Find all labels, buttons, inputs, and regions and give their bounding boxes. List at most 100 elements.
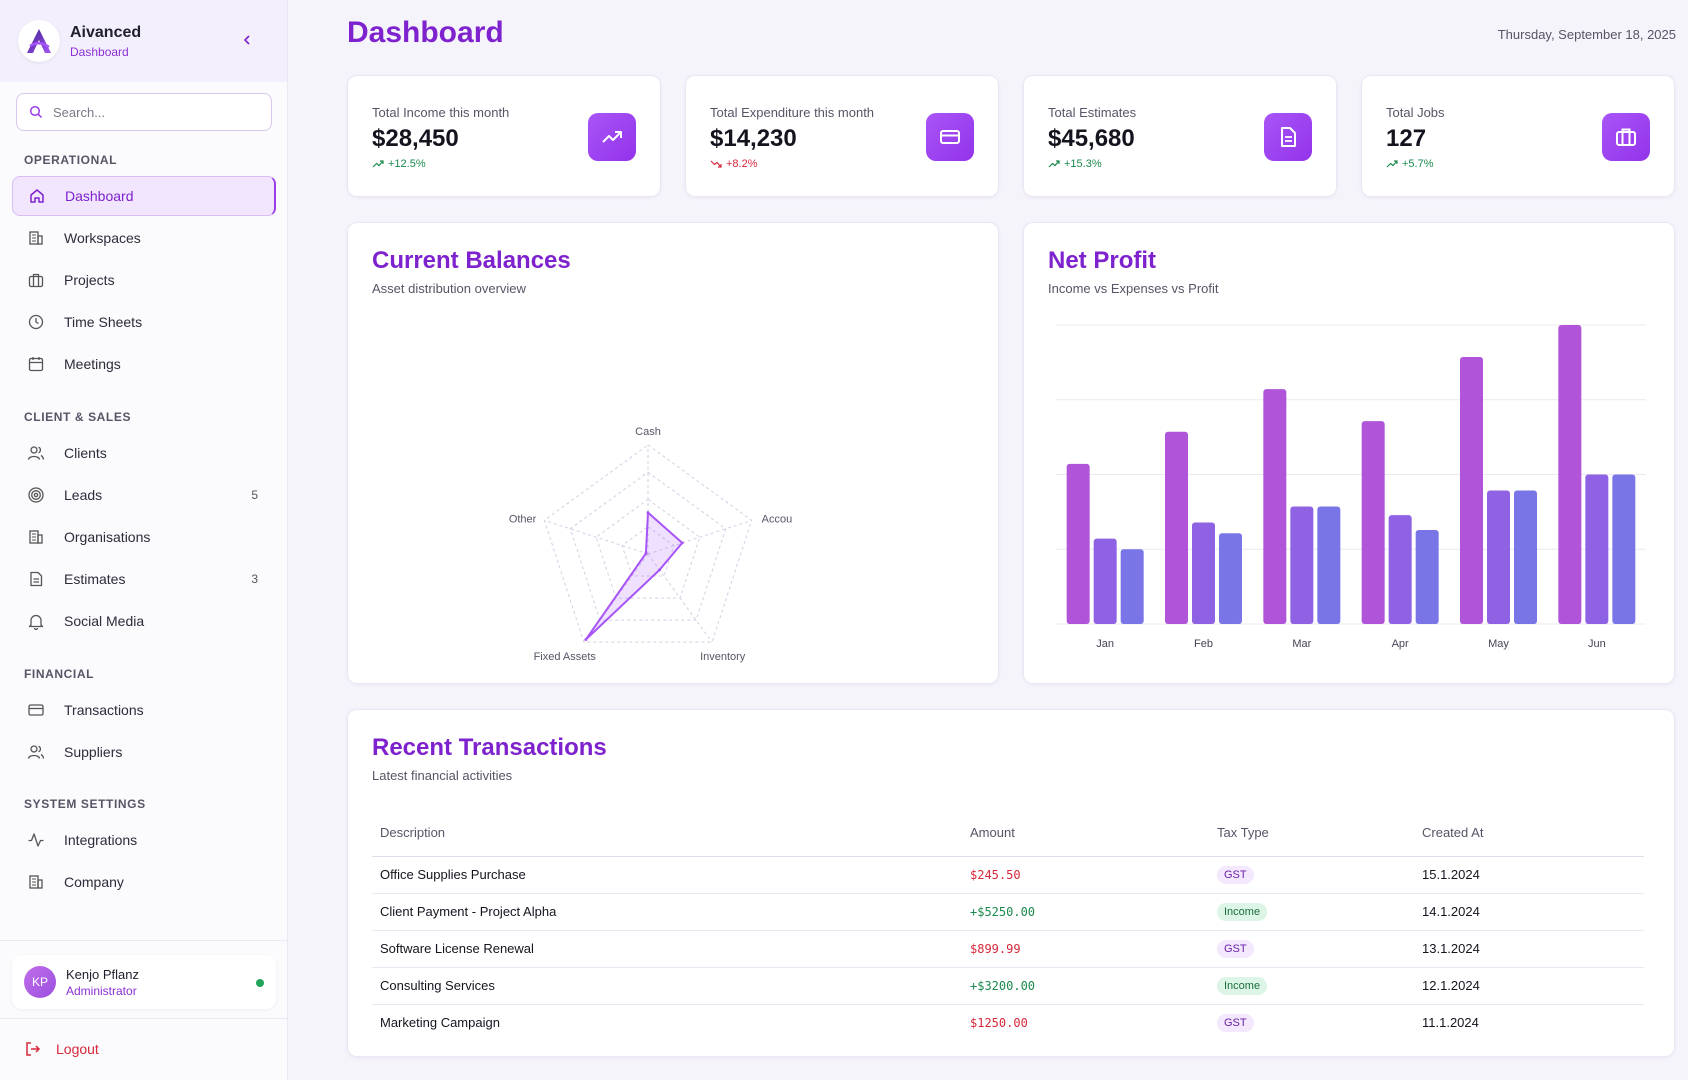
panel-subtitle: Income vs Expenses vs Profit <box>1048 281 1219 296</box>
document-icon <box>26 569 46 589</box>
table-row[interactable]: Client Payment - Project Alpha +$5250.00 I… <box>372 893 1644 931</box>
stat-label: Total Expenditure this month <box>710 105 875 120</box>
sidebar-item-leads[interactable]: Leads 5 <box>12 475 276 515</box>
transaction-description: Client Payment - Project Alpha <box>372 893 962 931</box>
x-axis-tick-label: Mar <box>1292 638 1311 650</box>
sidebar-item-workspaces[interactable]: Workspaces <box>12 218 276 258</box>
stat-change-value: +5.7% <box>1402 158 1434 170</box>
sidebar-item-transactions[interactable]: Transactions <box>12 690 276 730</box>
trend-up-icon <box>1386 160 1398 168</box>
sidebar-item-company[interactable]: Company <box>12 862 276 902</box>
brand-logo <box>18 20 60 62</box>
bar-expenses[interactable] <box>1290 506 1314 624</box>
sidebar-item-estimates[interactable]: Estimates 3 <box>12 559 276 599</box>
sidebar-item-integrations[interactable]: Integrations <box>12 820 276 860</box>
column-header-amount[interactable]: Amount <box>962 810 1209 857</box>
bar-income[interactable] <box>1361 421 1385 624</box>
transaction-description: Consulting Services <box>372 967 962 1005</box>
sidebar-item-label: Meetings <box>64 356 121 372</box>
current-balances-panel: Current Balances Asset distribution over… <box>347 222 999 684</box>
sidebar-item-suppliers[interactable]: Suppliers <box>12 732 276 772</box>
transaction-date: 13.1.2024 <box>1414 930 1644 968</box>
sidebar-item-organisations[interactable]: Organisations <box>12 517 276 557</box>
search-box[interactable] <box>16 93 272 131</box>
search-input[interactable] <box>53 104 253 120</box>
stat-change: +15.3% <box>1048 158 1102 170</box>
building-icon <box>26 228 46 248</box>
logout-button[interactable]: Logout <box>24 1040 99 1058</box>
column-header-created-at[interactable]: Created At <box>1414 810 1644 857</box>
briefcase-icon <box>1602 113 1650 161</box>
stat-change-value: +8.2% <box>726 158 758 170</box>
table-row[interactable]: Software License Renewal $899.99 GST 13.1.2… <box>372 930 1644 968</box>
table-row[interactable]: Office Supplies Purchase $245.50 GST 15.1.2… <box>372 856 1644 894</box>
sidebar-item-clients[interactable]: Clients <box>12 433 276 473</box>
sidebar-item-label: Social Media <box>64 613 145 629</box>
sidebar-item-label: Leads <box>64 487 103 503</box>
bar-income[interactable] <box>1066 463 1090 624</box>
column-header-description[interactable]: Description <box>372 810 962 857</box>
stat-value: $14,230 <box>710 125 797 152</box>
panel-subtitle: Asset distribution overview <box>372 281 526 296</box>
radar-grid-ring <box>595 498 701 599</box>
sidebar-item-label: Projects <box>64 272 115 288</box>
stat-value: $45,680 <box>1048 125 1135 152</box>
radar-axis-line <box>647 519 752 555</box>
bar-expenses[interactable] <box>1388 515 1412 624</box>
chevron-left-icon <box>243 35 250 45</box>
x-axis-tick-label: Jun <box>1588 638 1606 650</box>
bar-profit[interactable] <box>1514 490 1537 624</box>
sidebar-item-time-sheets[interactable]: Time Sheets <box>12 302 276 342</box>
table-row[interactable]: Marketing Campaign $1250.00 GST 11.1.2024 <box>372 1004 1644 1041</box>
sidebar-item-meetings[interactable]: Meetings <box>12 344 276 384</box>
bar-chart: Jan Feb Mar Apr May Jun <box>1056 324 1646 650</box>
sidebar-divider <box>0 1018 288 1019</box>
bar-profit[interactable] <box>1219 533 1242 624</box>
activity-icon <box>26 830 46 850</box>
stat-label: Total Jobs <box>1386 105 1445 120</box>
trend-up-icon <box>372 160 384 168</box>
bar-profit[interactable] <box>1415 530 1439 624</box>
recent-transactions-panel: Recent Transactions Latest financial act… <box>347 709 1675 1057</box>
section-title-system-settings: SYSTEM SETTINGS <box>24 797 146 811</box>
column-header-tax-type[interactable]: Tax Type <box>1209 810 1414 857</box>
x-axis-tick-label: May <box>1488 638 1509 650</box>
sidebar-item-projects[interactable]: Projects <box>12 260 276 300</box>
x-axis-tick-label: Apr <box>1392 638 1409 650</box>
bar-profit[interactable] <box>1317 506 1341 624</box>
radar-grid-ring <box>621 526 675 577</box>
brand-header: Aivanced Dashboard <box>0 0 287 82</box>
online-status-dot <box>256 979 264 987</box>
radar-grid-ring <box>569 471 727 621</box>
radar-axis-label: Accou <box>762 513 793 525</box>
stat-change: +8.2% <box>710 158 758 170</box>
bar-income[interactable] <box>1165 431 1188 624</box>
table-header-row: Description Amount Tax Type Created At <box>372 810 1644 857</box>
sidebar-item-label: Organisations <box>64 529 151 545</box>
sidebar-item-social-media[interactable]: Social Media <box>12 601 276 641</box>
bar-expenses[interactable] <box>1487 490 1510 624</box>
users-icon <box>26 443 46 463</box>
bar-expenses[interactable] <box>1585 474 1609 625</box>
bar-expenses[interactable] <box>1093 538 1117 624</box>
tax-type-badge: GST <box>1217 939 1254 958</box>
bar-expenses[interactable] <box>1192 522 1215 624</box>
sidebar-item-label: Suppliers <box>64 744 123 760</box>
user-profile-card[interactable]: KP Kenjo Pflanz Administrator <box>12 955 276 1009</box>
stat-change: +5.7% <box>1386 158 1434 170</box>
credit-card-icon <box>926 113 974 161</box>
bar-income[interactable] <box>1263 389 1287 624</box>
panel-title: Recent Transactions <box>372 734 607 761</box>
bar-income[interactable] <box>1558 325 1582 624</box>
sidebar-item-dashboard[interactable]: Dashboard <box>12 176 276 216</box>
credit-card-icon <box>26 700 46 720</box>
bar-profit[interactable] <box>1120 549 1144 624</box>
bar-profit[interactable] <box>1612 474 1636 625</box>
bell-icon <box>26 611 46 631</box>
panel-title: Net Profit <box>1048 247 1156 274</box>
collapse-sidebar-button[interactable] <box>237 30 257 50</box>
bar-income[interactable] <box>1460 357 1483 624</box>
stat-label: Total Estimates <box>1048 105 1137 120</box>
table-row[interactable]: Consulting Services +$3200.00 Income 12.1.2… <box>372 967 1644 1005</box>
stat-value: 127 <box>1386 125 1427 152</box>
